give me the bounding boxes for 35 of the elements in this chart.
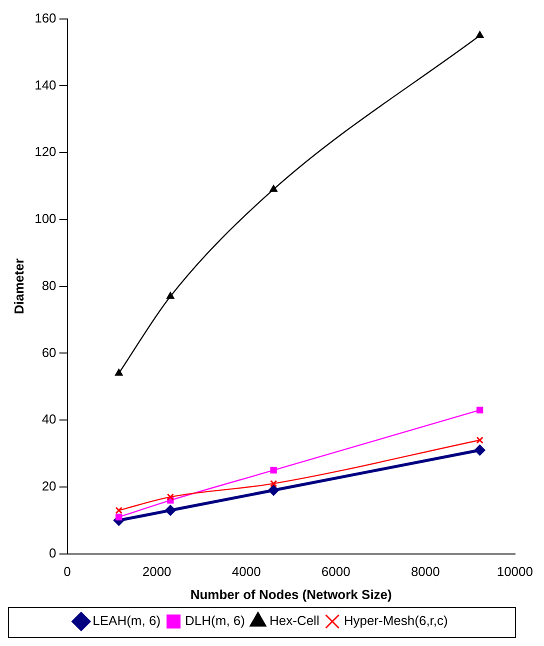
y-tick-label: 80: [42, 278, 56, 293]
point: [476, 406, 484, 414]
y-axis-title: Diameter: [11, 258, 26, 314]
point: [114, 368, 123, 376]
y-tick-label: 40: [42, 412, 56, 427]
point: [116, 514, 122, 520]
point: [474, 444, 486, 456]
point: [115, 506, 122, 514]
point: [270, 466, 277, 474]
y-tick-label: 20: [42, 478, 56, 494]
legend-label: Hyper-Mesh(6,r,c): [344, 613, 448, 628]
legend-label: LEAH(m, 6): [92, 613, 161, 628]
x-tick-label: 8000: [410, 564, 440, 580]
point: [166, 493, 174, 501]
x-tick-label: 4000: [232, 564, 261, 580]
y-tick-label: 140: [34, 77, 56, 92]
point: [270, 184, 278, 192]
x-tick-label: 0: [64, 564, 71, 580]
x-tick-label: 6000: [321, 564, 350, 580]
point: [476, 436, 484, 444]
y-tick-label: 100: [34, 211, 56, 226]
point: [270, 480, 278, 488]
point: [268, 484, 280, 496]
y-tick-label: 60: [42, 344, 56, 360]
point: [164, 504, 176, 516]
y-tick-label: 160: [34, 10, 56, 26]
y-tick-label: 120: [34, 144, 56, 160]
x-tick-label: 10000: [496, 564, 534, 580]
x-axis-title: Number of Nodes (Network Size): [190, 586, 392, 602]
point: [166, 292, 174, 299]
x-tick-label: 2000: [142, 564, 172, 580]
y-tick-label: 0: [49, 545, 56, 560]
legend-label: DLH(m, 6): [185, 613, 245, 628]
legend-label: Hex-Cell: [269, 613, 320, 628]
point: [476, 31, 484, 38]
